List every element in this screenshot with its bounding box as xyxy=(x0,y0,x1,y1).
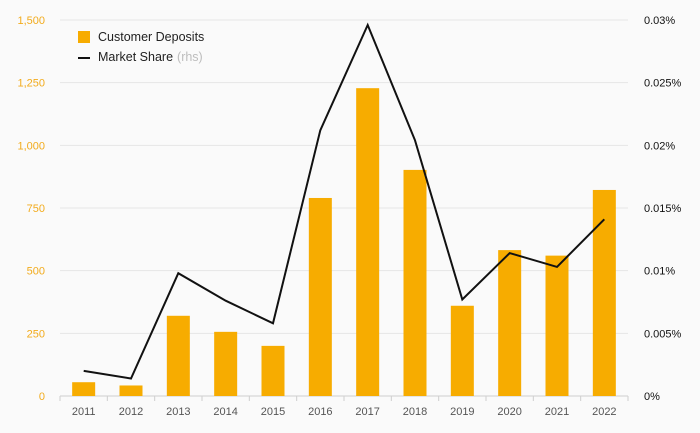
legend-label-deposits: Customer Deposits xyxy=(98,30,205,44)
x-tick-label: 2016 xyxy=(308,406,332,418)
x-tick-label: 2012 xyxy=(119,406,143,418)
bar-2022 xyxy=(592,189,616,396)
y-left-tick-label: 1,000 xyxy=(17,140,45,152)
y-right-tick-label: 0.03% xyxy=(644,15,675,27)
y-left-tick-label: 0 xyxy=(39,391,45,403)
y-right-tick-label: 0.005% xyxy=(644,328,682,340)
x-tick-label: 2018 xyxy=(403,406,427,418)
x-tick-label: 2020 xyxy=(497,406,521,418)
y-right-tick-label: 0.01% xyxy=(644,266,675,278)
legend-label-market-share: Market Share xyxy=(98,50,174,64)
bar-2012 xyxy=(119,385,143,396)
chart-legend: Customer Deposits Market Share (rhs) xyxy=(78,27,204,67)
legend-item-deposits[interactable]: Customer Deposits xyxy=(78,27,204,47)
y-left-tick-label: 250 xyxy=(27,328,45,340)
x-tick-label: 2022 xyxy=(592,406,616,418)
legend-bar-swatch xyxy=(78,31,90,43)
legend-item-market-share[interactable]: Market Share (rhs) xyxy=(78,47,204,67)
y-right-tick-label: 0.015% xyxy=(644,203,682,215)
y-left-tick-label: 750 xyxy=(27,203,45,215)
x-tick-label: 2019 xyxy=(450,406,474,418)
x-tick-label: 2015 xyxy=(261,406,285,418)
bar-2013 xyxy=(166,315,190,396)
bar-2014 xyxy=(214,331,238,396)
bar-2015 xyxy=(261,345,285,396)
legend-line-swatch xyxy=(78,56,90,59)
x-tick-label: 2014 xyxy=(213,406,237,418)
y-left-tick-label: 1,500 xyxy=(17,15,45,27)
bar-2020 xyxy=(498,250,522,396)
x-tick-label: 2017 xyxy=(355,406,379,418)
market-share-line xyxy=(83,22,606,380)
y-left-tick-label: 1,250 xyxy=(17,78,45,90)
y-left-tick-label: 500 xyxy=(27,266,45,278)
y-right-tick-label: 0.025% xyxy=(644,78,682,90)
bar-2018 xyxy=(403,169,427,396)
x-tick-label: 2011 xyxy=(72,406,96,418)
legend-label-rhs: (rhs) xyxy=(177,50,203,64)
y-right-tick-label: 0.02% xyxy=(644,140,675,152)
x-tick-label: 2013 xyxy=(166,406,190,418)
bar-2011 xyxy=(72,382,96,396)
y-right-tick-label: 0% xyxy=(644,391,660,403)
x-tick-label: 2021 xyxy=(545,406,569,418)
bar-2016 xyxy=(308,197,332,396)
bar-2017 xyxy=(356,88,380,396)
bar-2021 xyxy=(545,255,569,396)
bar-2019 xyxy=(450,305,474,396)
